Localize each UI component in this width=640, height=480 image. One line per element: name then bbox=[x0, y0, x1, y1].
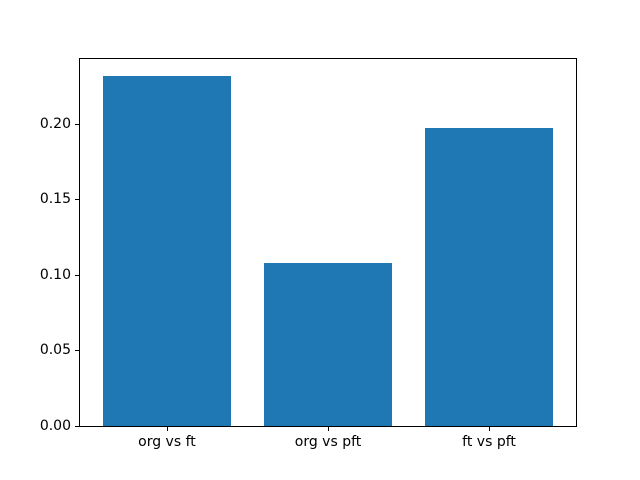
x-tick-mark bbox=[489, 427, 491, 431]
x-tick-label: org vs ft bbox=[138, 434, 196, 450]
x-tick-mark bbox=[166, 427, 168, 431]
y-tick-mark bbox=[75, 350, 79, 352]
bar-org-vs-ft bbox=[102, 75, 232, 426]
y-tick-label: 0.00 bbox=[39, 418, 71, 434]
y-tick-label: 0.10 bbox=[39, 266, 71, 283]
x-tick-mark bbox=[328, 427, 329, 431]
bar-org-vs-pft bbox=[263, 262, 393, 426]
y-tick-label: 0.05 bbox=[39, 342, 71, 359]
y-tick-label: 0.15 bbox=[39, 191, 71, 208]
y-tick-mark bbox=[75, 426, 79, 427]
y-tick-mark bbox=[75, 123, 79, 125]
bar-ft-vs-pft bbox=[424, 128, 554, 426]
y-tick-label: 0.20 bbox=[39, 115, 71, 132]
y-tick-mark bbox=[75, 274, 79, 276]
y-tick-mark bbox=[75, 199, 79, 201]
x-tick-label: ft vs pft bbox=[462, 434, 516, 450]
x-tick-label: org vs pft bbox=[294, 434, 362, 450]
